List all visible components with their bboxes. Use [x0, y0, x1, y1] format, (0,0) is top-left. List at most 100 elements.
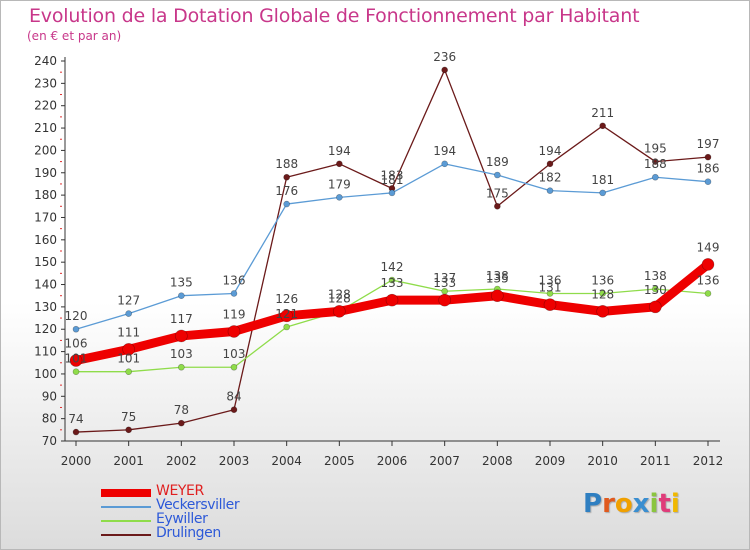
data-label: 120 — [65, 309, 88, 323]
logo-letter: P — [583, 489, 603, 519]
data-label: 119 — [223, 307, 246, 321]
data-label: 78 — [174, 403, 189, 417]
data-point — [596, 305, 609, 318]
data-point — [125, 310, 132, 317]
data-label: 135 — [486, 272, 509, 286]
y-tick-label: 80 — [42, 412, 57, 426]
data-label: 103 — [223, 347, 246, 361]
x-tick-label: 2010 — [587, 454, 618, 468]
logo-letter: i — [670, 489, 680, 519]
data-point — [385, 293, 399, 307]
data-label: 175 — [486, 186, 509, 200]
data-label: 136 — [591, 273, 614, 287]
data-point — [125, 368, 132, 376]
data-label: 128 — [328, 291, 351, 305]
data-label: 138 — [486, 269, 509, 283]
data-label: 131 — [539, 281, 562, 295]
legend-label: Veckersviller — [156, 497, 240, 513]
y-tick-label: 210 — [34, 121, 57, 135]
data-point — [701, 258, 715, 271]
data-point — [543, 298, 557, 311]
x-tick-label: 2002 — [166, 454, 197, 468]
data-label: 126 — [275, 292, 298, 306]
data-label: 121 — [275, 307, 298, 321]
legend-swatch — [101, 520, 151, 522]
y-tick-label: 180 — [34, 188, 57, 202]
data-label: 74 — [68, 412, 83, 426]
data-label: 181 — [381, 173, 404, 187]
x-tick-label: 2000 — [61, 454, 92, 468]
data-label: 133 — [433, 276, 456, 290]
data-label: 176 — [275, 184, 298, 198]
data-label: 84 — [226, 390, 241, 404]
data-label: 111 — [117, 325, 140, 339]
data-point — [388, 276, 396, 284]
data-point — [652, 173, 659, 181]
data-label: 142 — [381, 260, 404, 274]
data-label: 127 — [117, 294, 140, 308]
x-tick-label: 2006 — [377, 454, 408, 468]
data-point — [652, 285, 659, 293]
logo-letter: i — [649, 489, 659, 519]
data-point — [230, 406, 238, 414]
data-point — [441, 66, 448, 74]
data-point — [546, 160, 554, 168]
data-point — [283, 323, 290, 331]
data-label: 195 — [644, 142, 667, 156]
data-label: 149 — [697, 240, 720, 254]
data-point — [438, 293, 451, 307]
data-point — [230, 290, 238, 297]
data-point — [72, 428, 80, 436]
data-point — [388, 189, 396, 197]
y-tick-label: 120 — [34, 322, 57, 336]
y-tick-label: 230 — [34, 76, 57, 90]
x-tick-label: 2004 — [271, 454, 302, 468]
data-label: 183 — [381, 168, 404, 182]
data-label: 211 — [591, 106, 614, 120]
data-point — [441, 160, 448, 168]
y-tick-label: 130 — [34, 300, 57, 314]
y-tick-label: 110 — [34, 345, 57, 359]
data-point — [283, 173, 290, 181]
data-point — [704, 178, 712, 186]
y-tick-label: 90 — [42, 389, 57, 403]
x-tick-label: 2005 — [324, 454, 355, 468]
data-label: 136 — [223, 273, 246, 287]
data-point — [178, 363, 185, 371]
logo-letter: t — [658, 489, 671, 519]
data-label: 106 — [65, 337, 88, 351]
legend-label: WEYER — [156, 483, 204, 499]
data-label: 194 — [539, 144, 562, 158]
data-label: 75 — [121, 410, 136, 424]
y-tick-label: 140 — [34, 278, 57, 292]
legend-label: Eywiller — [156, 511, 208, 527]
data-label: 137 — [433, 271, 456, 285]
y-tick-label: 170 — [34, 210, 57, 224]
data-point — [546, 290, 554, 297]
data-label: 179 — [328, 177, 351, 191]
data-point — [336, 160, 343, 168]
data-point — [704, 153, 712, 161]
data-label: 188 — [275, 157, 298, 171]
y-tick-label: 70 — [42, 434, 57, 448]
data-label: 136 — [539, 273, 562, 287]
data-label: 101 — [65, 352, 88, 366]
data-point — [494, 171, 501, 179]
data-point — [122, 343, 135, 356]
data-point — [125, 426, 132, 434]
logo-letter: x — [632, 489, 650, 519]
line-chart: 7080901001101201301401501601701801902002… — [34, 50, 723, 468]
data-label: 182 — [539, 171, 562, 185]
data-point — [599, 189, 606, 197]
legend-swatch — [101, 506, 151, 508]
chart-title: Evolution de la Dotation Globale de Fonc… — [29, 5, 640, 27]
y-tick-label: 200 — [34, 143, 57, 157]
data-point — [599, 122, 606, 130]
legend-swatch — [101, 534, 151, 536]
data-point — [230, 363, 238, 371]
data-point — [494, 202, 501, 210]
x-tick-label: 2008 — [482, 454, 513, 468]
y-tick-label: 220 — [34, 99, 57, 113]
data-point — [652, 158, 659, 165]
